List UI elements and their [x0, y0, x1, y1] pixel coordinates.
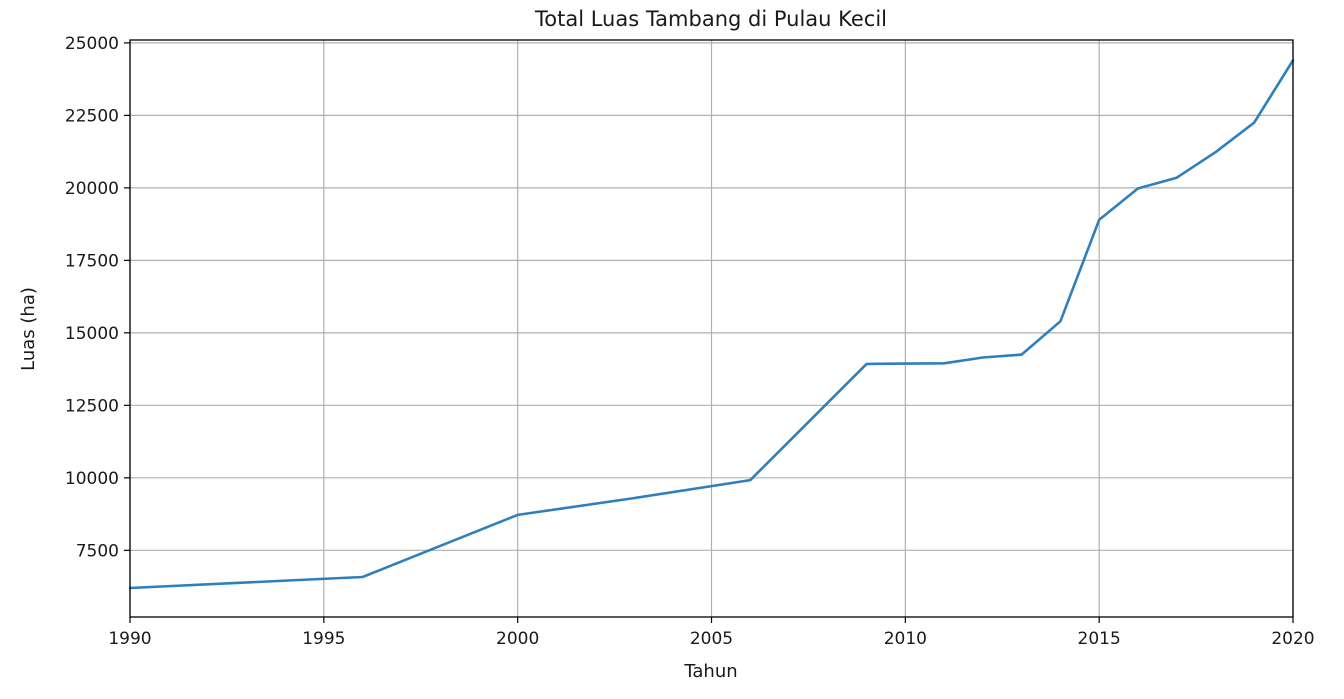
y-tick-label: 12500: [65, 396, 119, 416]
x-tick-label: 2010: [884, 629, 927, 649]
chart-title: Total Luas Tambang di Pulau Kecil: [534, 7, 887, 31]
series-line: [128, 58, 1295, 590]
y-tick-label: 15000: [65, 324, 119, 344]
y-tick-label: 22500: [65, 106, 119, 126]
x-tick-label: 1995: [302, 629, 345, 649]
y-tick-label: 20000: [65, 179, 119, 199]
x-tick-label: 1990: [108, 629, 151, 649]
x-axis-label: Tahun: [683, 661, 737, 682]
x-axis: 1990 1995 2000 2005 2010 2015 2020: [108, 617, 1315, 649]
y-axis-label: Luas (ha): [18, 287, 39, 371]
x-tick-label: 2005: [690, 629, 733, 649]
series-group: [128, 58, 1295, 590]
x-tick-label: 2015: [1078, 629, 1121, 649]
y-tick-label: 17500: [65, 251, 119, 271]
y-axis: 7500 10000 12500 15000 17500 20000 22500 25000: [65, 34, 130, 561]
y-tick-label: 10000: [65, 469, 119, 489]
x-tick-label: 2020: [1271, 629, 1314, 649]
grid: [129, 40, 1294, 617]
y-tick-label: 7500: [76, 541, 119, 561]
y-tick-label: 25000: [65, 34, 119, 54]
x-tick-label: 2000: [496, 629, 539, 649]
